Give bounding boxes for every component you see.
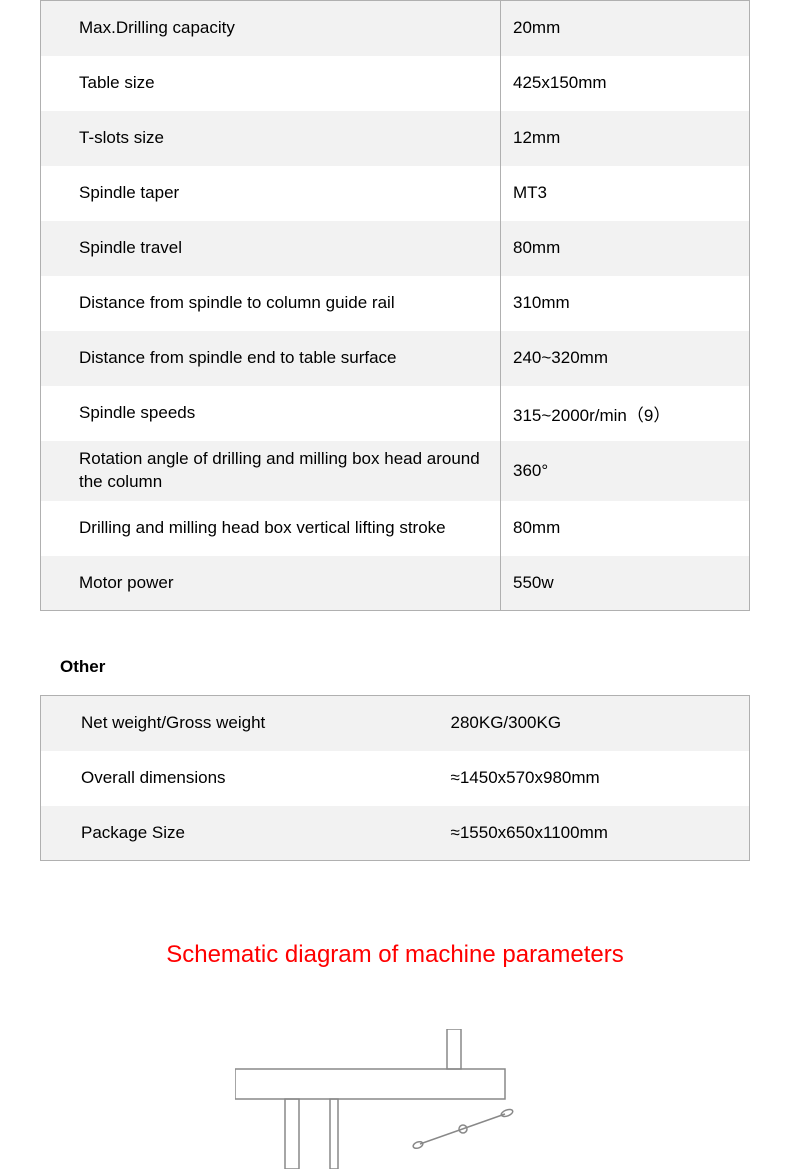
table-row: Rotation angle of drilling and milling b…: [41, 441, 750, 501]
other-table: Net weight/Gross weight 280KG/300KG Over…: [40, 695, 750, 861]
table-row: Drilling and milling head box vertical l…: [41, 501, 750, 556]
spec-value: 80mm: [501, 221, 750, 276]
spec-label: Motor power: [41, 556, 501, 611]
table-row: Overall dimensions ≈1450x570x980mm: [41, 751, 750, 806]
spec-label: Rotation angle of drilling and milling b…: [41, 441, 501, 501]
spec-label: Distance from spindle end to table surfa…: [41, 331, 501, 386]
spec-value: 550w: [501, 556, 750, 611]
table-row: Net weight/Gross weight 280KG/300KG: [41, 696, 750, 751]
other-label: Package Size: [41, 806, 411, 861]
spec-value: 20mm: [501, 1, 750, 56]
other-value: ≈1550x650x1100mm: [411, 806, 750, 861]
specifications-table: Max.Drilling capacity 20mm Table size 42…: [40, 0, 750, 611]
table-row: T-slots size 12mm: [41, 111, 750, 166]
spec-value: MT3: [501, 166, 750, 221]
table-row: Table size 425x150mm: [41, 56, 750, 111]
specifications-tbody: Max.Drilling capacity 20mm Table size 42…: [41, 1, 750, 611]
other-label: Net weight/Gross weight: [41, 696, 411, 751]
spec-label: Spindle travel: [41, 221, 501, 276]
spec-value: 425x150mm: [501, 56, 750, 111]
table-row: Package Size ≈1550x650x1100mm: [41, 806, 750, 861]
other-value: 280KG/300KG: [411, 696, 750, 751]
table-row: Spindle taper MT3: [41, 166, 750, 221]
spec-label: Table size: [41, 56, 501, 111]
spec-value: 240~320mm: [501, 331, 750, 386]
other-tbody: Net weight/Gross weight 280KG/300KG Over…: [41, 696, 750, 861]
table-row: Motor power 550w: [41, 556, 750, 611]
other-value: ≈1450x570x980mm: [411, 751, 750, 806]
spec-value: 80mm: [501, 501, 750, 556]
table-row: Spindle speeds 315~2000r/min（9）: [41, 386, 750, 441]
spec-value: 310mm: [501, 276, 750, 331]
table-row: Max.Drilling capacity 20mm: [41, 1, 750, 56]
schematic-title: Schematic diagram of machine parameters: [40, 941, 750, 969]
spec-label: Spindle taper: [41, 166, 501, 221]
spec-value: 360°: [501, 441, 750, 501]
spec-label: Spindle speeds: [41, 386, 501, 441]
spec-label: T-slots size: [41, 111, 501, 166]
spec-value: 12mm: [501, 111, 750, 166]
spec-value: 315~2000r/min（9）: [501, 386, 750, 441]
spec-label: Distance from spindle to column guide ra…: [41, 276, 501, 331]
table-row: Distance from spindle end to table surfa…: [41, 331, 750, 386]
other-heading: Other: [60, 657, 750, 677]
table-row: Spindle travel 80mm: [41, 221, 750, 276]
table-row: Distance from spindle to column guide ra…: [41, 276, 750, 331]
spec-label: Drilling and milling head box vertical l…: [41, 501, 501, 556]
spec-label: Max.Drilling capacity: [41, 1, 501, 56]
schematic-diagram: [235, 1029, 555, 1169]
other-label: Overall dimensions: [41, 751, 411, 806]
